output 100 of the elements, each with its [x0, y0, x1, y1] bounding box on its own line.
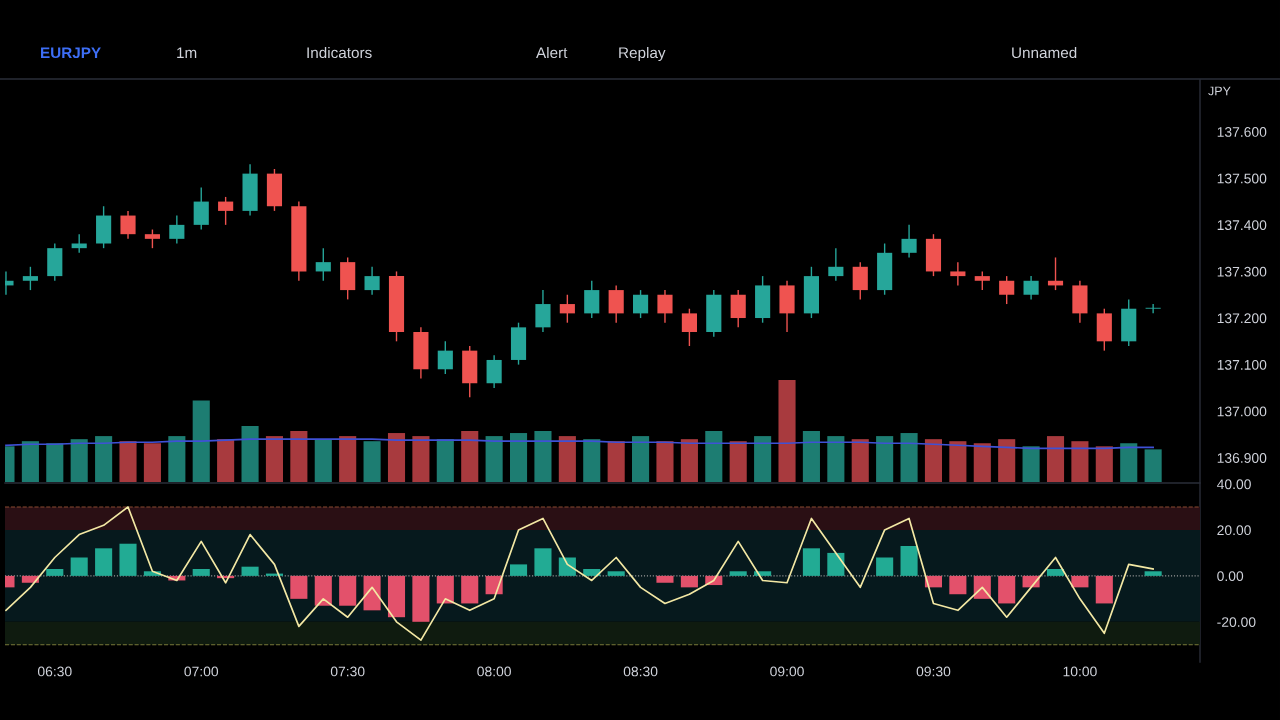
bar — [1071, 575, 1089, 588]
bar — [241, 425, 259, 482]
candlestick — [852, 261, 868, 301]
candlestick — [681, 308, 697, 347]
bar — [583, 568, 601, 576]
bar — [95, 436, 113, 482]
candlestick — [974, 270, 990, 291]
y-tick-label: -20.00 — [1217, 617, 1256, 627]
text: Replay — [619, 46, 666, 62]
candlestick — [1023, 275, 1039, 301]
bar — [436, 575, 454, 604]
bar — [1120, 443, 1138, 482]
bar — [656, 441, 674, 482]
bar — [973, 443, 991, 482]
bar — [314, 575, 332, 606]
bar — [241, 566, 259, 576]
bar — [192, 568, 210, 576]
candlestick — [1145, 303, 1161, 315]
candlestick — [730, 289, 746, 329]
candlestick — [999, 275, 1015, 305]
y-tick-label: 0.00 — [1217, 571, 1244, 582]
x-tick-label: 08:30 — [623, 666, 658, 677]
x-tick-label: 09:00 — [770, 666, 804, 677]
candlestick — [950, 261, 966, 287]
bar — [265, 436, 284, 482]
bar — [705, 431, 723, 482]
candlestick — [364, 266, 380, 296]
text: Indicators — [307, 46, 372, 59]
bar — [363, 441, 381, 482]
bar — [1095, 446, 1113, 482]
bar — [46, 568, 64, 576]
bar — [558, 436, 576, 482]
candlestick — [315, 247, 331, 282]
text: Unnamed — [1012, 46, 1077, 59]
bar — [1071, 441, 1089, 482]
line-series — [5, 506, 1154, 642]
y-tick-label: 20.00 — [1217, 525, 1251, 536]
candlestick — [437, 340, 453, 375]
bar — [363, 575, 381, 611]
bar — [754, 436, 772, 482]
bar — [949, 441, 967, 482]
bar — [1095, 575, 1113, 604]
bar — [290, 575, 308, 599]
bar — [924, 439, 943, 482]
y-tick-label: 137.000 — [1217, 406, 1267, 417]
bar — [1046, 568, 1065, 576]
bar — [778, 380, 796, 482]
bar — [436, 439, 454, 482]
x-tick-label: 07:00 — [184, 666, 219, 677]
y-tick-label: 137.600 — [1217, 127, 1267, 137]
bar — [168, 436, 186, 482]
bar — [900, 433, 918, 482]
bar — [412, 436, 430, 482]
bar — [119, 543, 137, 576]
bar — [412, 575, 430, 622]
bar — [119, 441, 137, 482]
x-tick-label: 06:30 — [37, 666, 72, 677]
bar — [217, 439, 235, 482]
bar — [70, 439, 88, 482]
bar — [876, 436, 894, 482]
bar — [461, 431, 479, 482]
candlestick — [559, 294, 575, 324]
candlestick — [193, 186, 209, 231]
x-tick-label: 10:00 — [1063, 666, 1097, 677]
bar — [314, 439, 332, 482]
candlestick — [144, 228, 160, 249]
candlestick — [169, 214, 185, 245]
x-tick-label: 08:00 — [477, 666, 511, 677]
bar — [21, 441, 39, 482]
y-tick-label: 137.200 — [1217, 313, 1267, 324]
bar — [998, 439, 1016, 482]
bar — [534, 548, 552, 576]
bar — [339, 575, 357, 606]
bar — [461, 575, 479, 604]
candlestick — [120, 210, 136, 240]
bar — [70, 557, 88, 576]
candlestick — [535, 289, 551, 333]
bar — [607, 571, 625, 576]
y-tick-label: 137.400 — [1217, 220, 1267, 231]
candlestick — [608, 284, 624, 324]
x-tick-label: 09:30 — [916, 666, 951, 677]
bar — [1022, 446, 1040, 482]
bar — [387, 433, 406, 482]
chart-title: EURJPY — [41, 47, 101, 59]
candlestick — [584, 280, 600, 319]
bar — [534, 431, 552, 482]
candlestick — [22, 266, 38, 291]
candlestick — [218, 196, 234, 226]
bar — [95, 548, 113, 576]
bar — [949, 575, 967, 595]
bar — [729, 441, 747, 482]
bar — [656, 575, 674, 583]
bar — [900, 546, 918, 576]
bar — [876, 557, 894, 576]
bar — [1046, 436, 1065, 482]
candlestick — [486, 354, 502, 389]
bar — [680, 575, 698, 588]
bar — [509, 564, 528, 576]
bar — [509, 433, 528, 482]
bar — [290, 431, 308, 482]
